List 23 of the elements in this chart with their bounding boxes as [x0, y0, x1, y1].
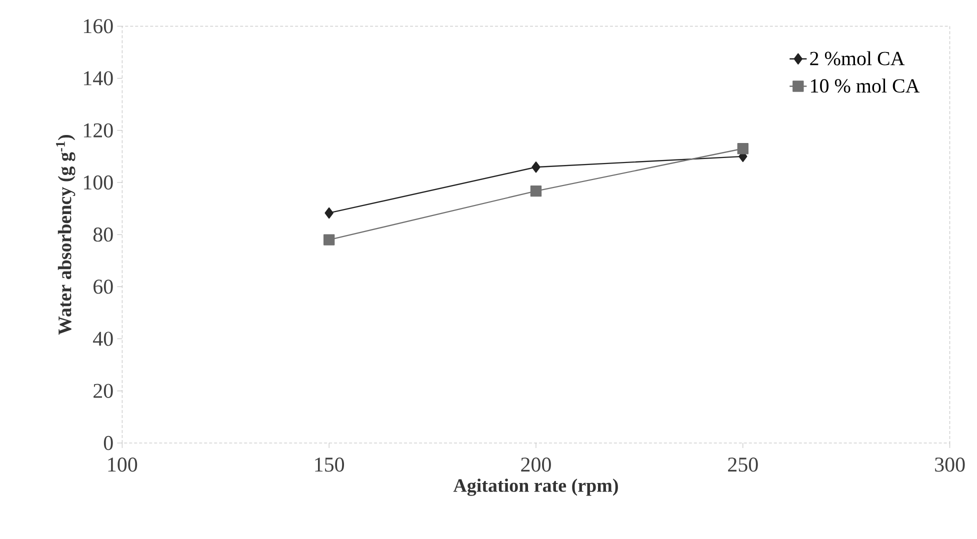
y-tick-label: 40 — [93, 332, 113, 346]
point — [737, 142, 748, 154]
y-tick-label: 140 — [84, 71, 113, 86]
point — [323, 234, 335, 246]
x-tick-label: 100 — [108, 457, 138, 472]
x-tick-label: 250 — [728, 457, 758, 472]
y-tick-label: 120 — [84, 123, 113, 138]
legend-label: 10 % mol CA — [811, 78, 920, 93]
point — [530, 185, 542, 197]
y-tick-label: 160 — [84, 19, 113, 34]
x-tick-label: 150 — [315, 457, 344, 472]
y-axis-title: Water absorbency (g g$^{-1}$) — [56, 134, 76, 335]
y-tick-label: 60 — [94, 280, 113, 294]
y-tick-label: 80 — [93, 227, 113, 242]
point — [532, 161, 540, 173]
y-tick-label: 20 — [94, 384, 113, 398]
x-tick-label: 200 — [521, 457, 551, 472]
point — [324, 207, 334, 218]
y-tick-label: 100 — [84, 175, 113, 190]
x-tick-label: 300 — [935, 457, 965, 472]
legend-label: 2 %mol CA — [810, 51, 905, 66]
x-axis-title: Agitation rate (rpm) — [453, 478, 618, 496]
y-tick-label: 0 — [104, 436, 113, 450]
